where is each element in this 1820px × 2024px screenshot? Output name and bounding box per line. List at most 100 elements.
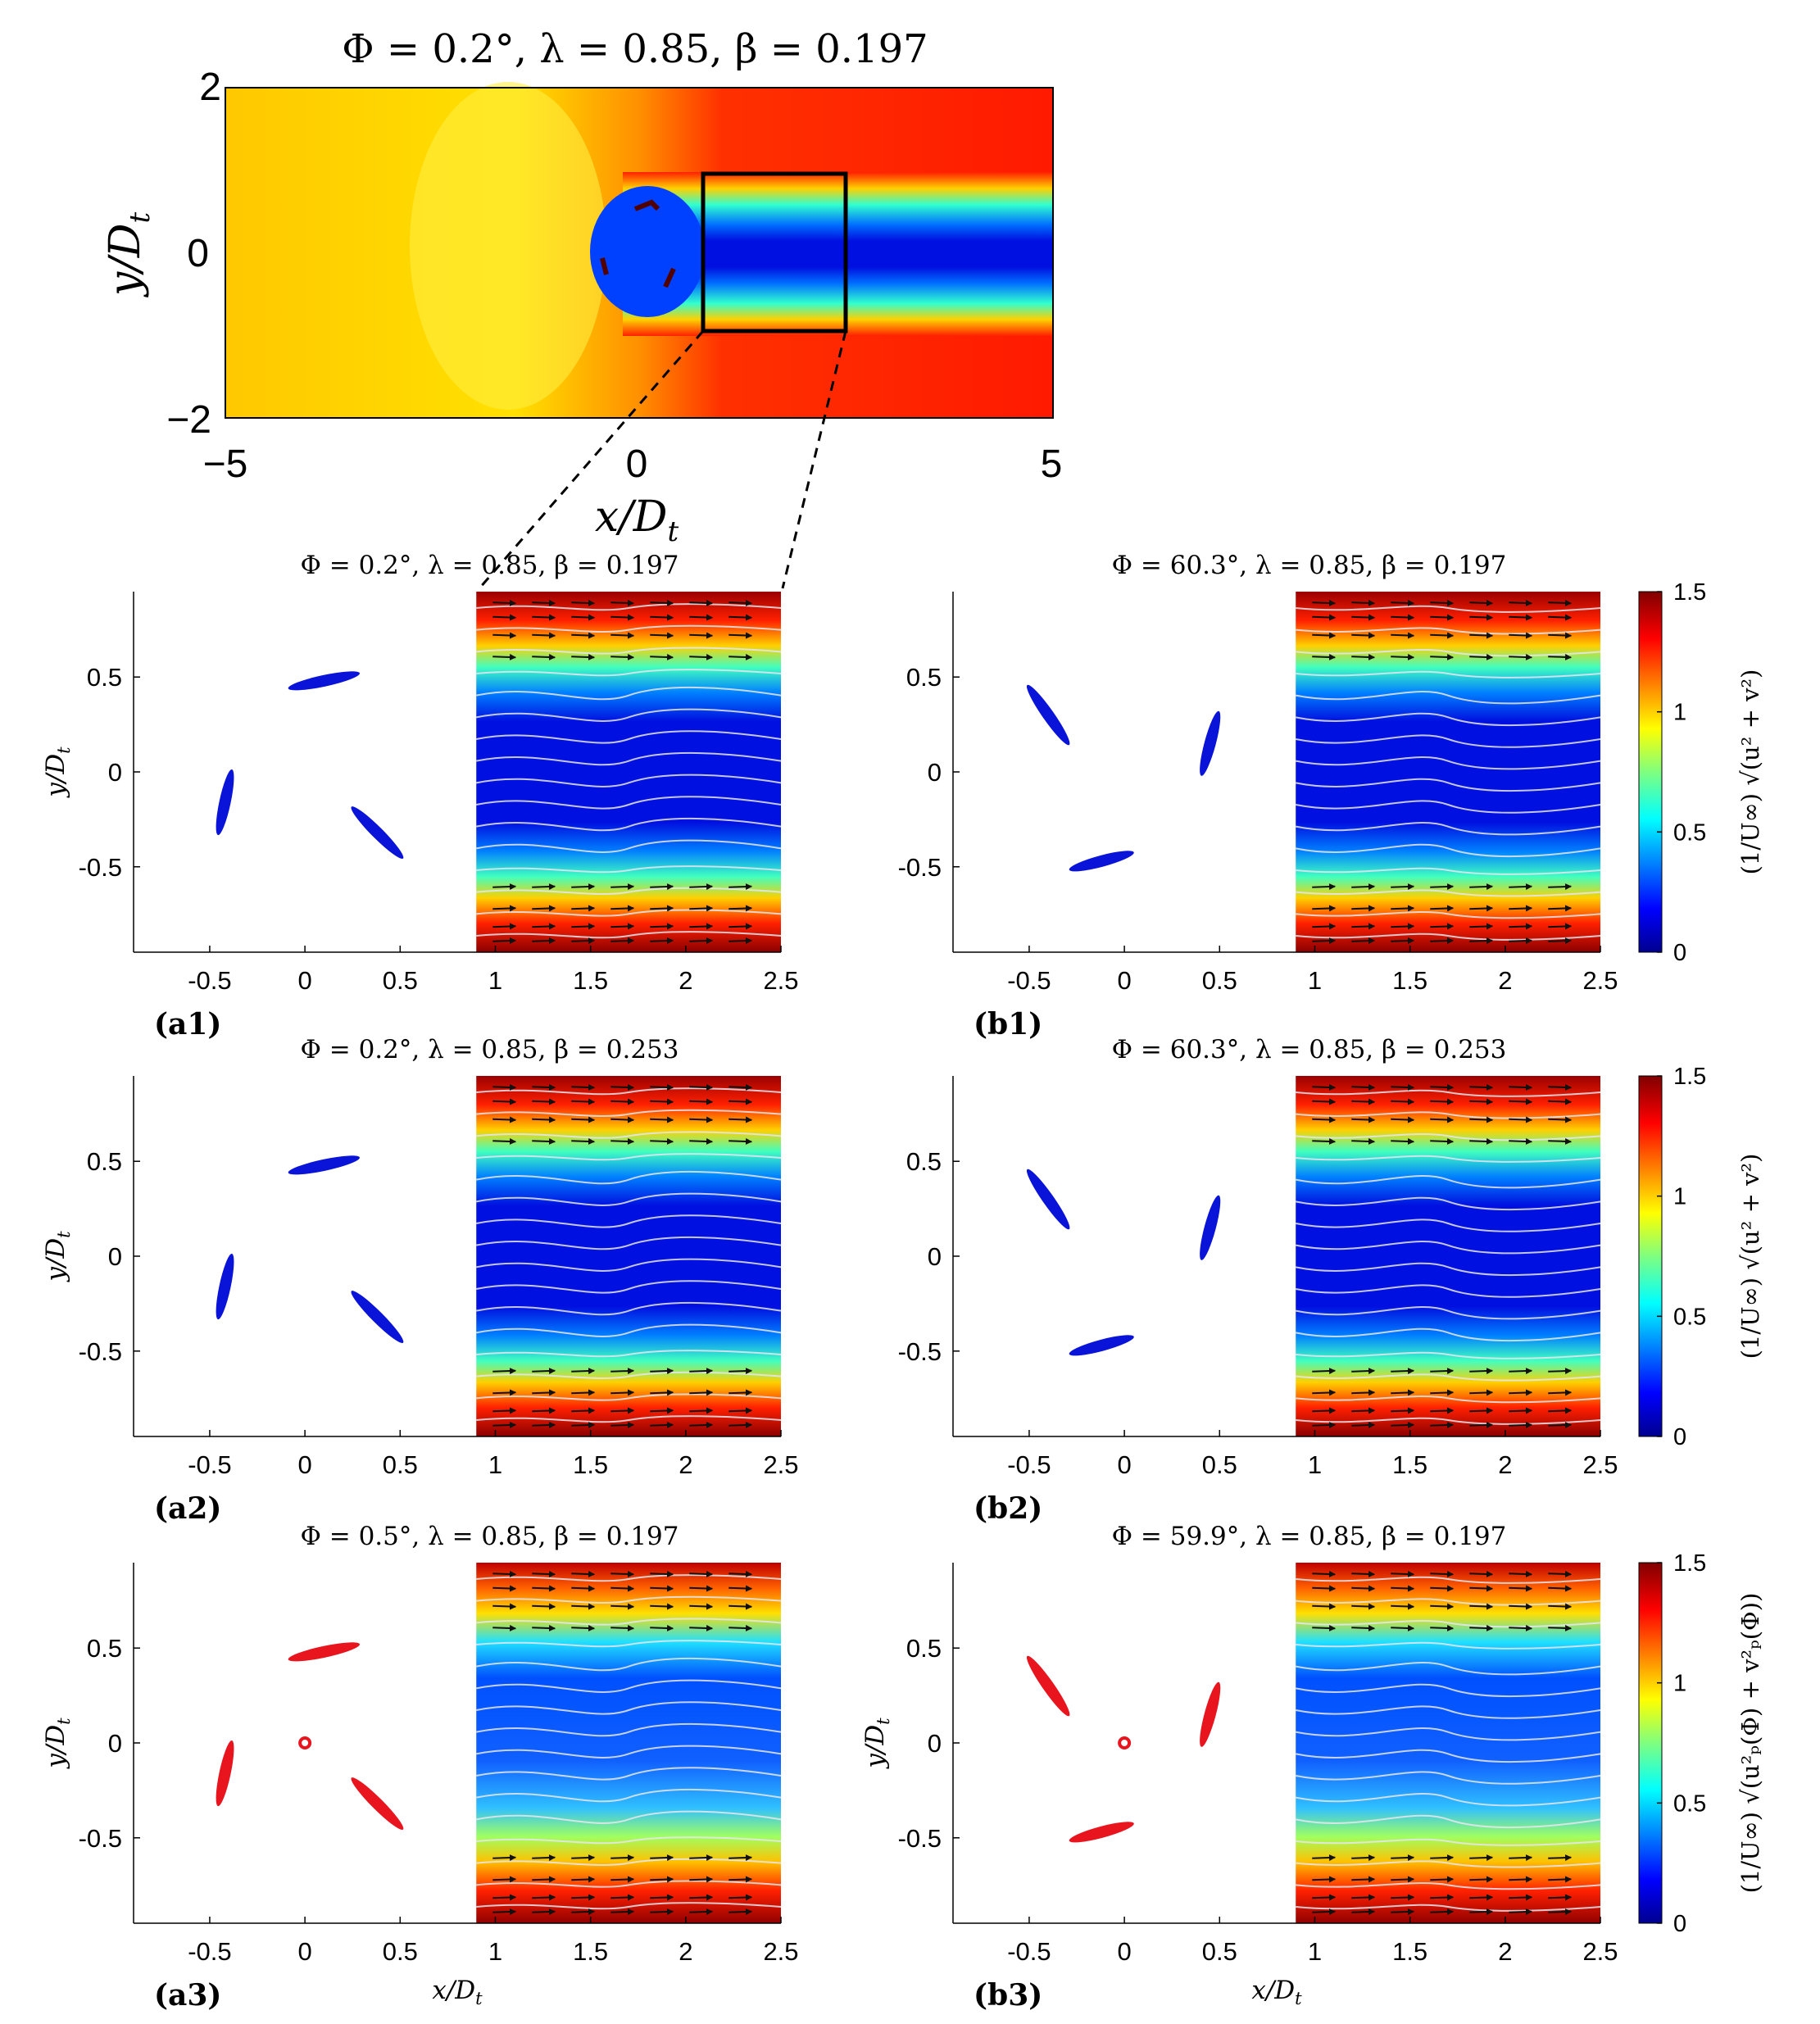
blade-1 — [288, 1155, 361, 1175]
blade-1 — [1026, 1655, 1070, 1717]
panel-title: Φ = 0.2°, λ = 0.85, β = 0.197 — [300, 551, 679, 580]
streamline — [1296, 1904, 1601, 1912]
x-tick-label: 1 — [488, 1937, 502, 1966]
velocity-arrow — [492, 1407, 517, 1414]
velocity-arrow — [610, 599, 635, 606]
y-tick-label: 0 — [108, 1242, 122, 1271]
velocity-arrow — [1509, 937, 1533, 945]
streamline — [476, 774, 782, 787]
velocity-arrow — [532, 1098, 556, 1105]
streamline — [1296, 800, 1601, 814]
x-tick-label: 0 — [297, 1937, 311, 1966]
x-tick-label: 2.5 — [1582, 1937, 1618, 1966]
velocity-arrow — [1430, 1585, 1455, 1592]
y-tick-label: -0.5 — [898, 1824, 942, 1853]
streamline — [476, 751, 782, 766]
velocity-arrow — [728, 937, 753, 945]
velocity-arrow — [1548, 1585, 1573, 1592]
velocity-arrow — [650, 1368, 674, 1375]
velocity-arrow — [1391, 1098, 1415, 1105]
velocity-arrow — [1391, 1603, 1415, 1610]
streamline — [1296, 1838, 1601, 1846]
velocity-arrow — [1548, 1407, 1573, 1414]
velocity-arrow — [689, 1570, 714, 1577]
velocity-arrow — [610, 1585, 635, 1592]
velocity-arrow — [1469, 653, 1494, 660]
velocity-arrow — [1430, 1894, 1455, 1901]
velocity-arrow — [610, 1098, 635, 1105]
panel-label: (b2) — [974, 1491, 1042, 1526]
y-tick-label: -0.5 — [79, 1824, 122, 1853]
streamlines — [476, 1574, 782, 1910]
streamline — [1296, 1306, 1601, 1320]
streamlines — [476, 1087, 782, 1423]
velocity-arrow — [1430, 1389, 1455, 1396]
velocity-arrow — [532, 1570, 556, 1577]
streamline — [476, 1679, 782, 1693]
velocity-arrow — [1312, 1908, 1337, 1916]
velocity-arrow — [689, 1422, 714, 1429]
x-tick-label: 0.5 — [1202, 1937, 1237, 1966]
velocity-arrow — [492, 905, 517, 912]
streamline — [476, 1767, 782, 1781]
velocity-arrow — [1509, 1908, 1533, 1916]
panel-title: Φ = 60.3°, λ = 0.85, β = 0.197 — [1112, 551, 1507, 580]
velocity-arrow — [1509, 1624, 1533, 1631]
velocity-arrow — [1509, 614, 1533, 621]
streamline — [1296, 911, 1601, 919]
velocity-arrow — [650, 1603, 674, 1610]
velocity-arrow — [728, 653, 753, 660]
y-axis-label: y/Dt — [860, 1718, 893, 1770]
velocity-arrow — [689, 905, 714, 912]
velocity-arrow — [1548, 1368, 1573, 1375]
velocity-arrow — [532, 632, 556, 639]
streamlines — [1296, 605, 1601, 941]
blade-3 — [351, 806, 404, 860]
velocity-arrow — [1312, 1624, 1337, 1631]
x-axis-label: x/Dt — [1251, 1976, 1302, 2008]
velocity-arrow — [1391, 1894, 1415, 1901]
velocity-arrow — [1430, 1876, 1455, 1883]
velocity-arrow — [1430, 1908, 1455, 1916]
velocity-arrow — [1548, 1570, 1573, 1577]
velocity-arrow — [1469, 1876, 1494, 1883]
x-tick-label: 2 — [679, 1450, 692, 1479]
velocity-arrow — [571, 923, 596, 930]
velocity-arrow — [1548, 937, 1573, 945]
velocity-arrow — [728, 1422, 753, 1429]
streamline — [476, 1415, 782, 1423]
velocity-arrow — [532, 1603, 556, 1610]
velocity-arrow — [1391, 1116, 1415, 1123]
x-tick-label: 0.5 — [383, 1450, 418, 1479]
velocity-arrow — [1430, 1116, 1455, 1123]
velocity-arrow — [571, 1908, 596, 1916]
streamline — [1296, 1262, 1601, 1277]
streamline — [1296, 1284, 1601, 1298]
velocity-arrow — [1509, 1876, 1533, 1883]
velocity-arrow — [650, 1624, 674, 1631]
streamline — [1296, 1860, 1601, 1868]
streamline — [1296, 712, 1601, 727]
top-stagnation-region — [410, 82, 606, 410]
velocity-arrow — [1391, 1422, 1415, 1429]
top-blade-3 — [663, 267, 676, 288]
velocity-arrow — [1351, 1422, 1376, 1429]
velocity-arrow — [610, 905, 635, 912]
velocity-arrow — [1430, 923, 1455, 930]
x-tick-label: 0.5 — [1202, 1450, 1237, 1479]
velocity-arrow — [689, 632, 714, 639]
streamline — [476, 1109, 782, 1117]
velocity-arrow — [1351, 1624, 1376, 1631]
colorbar-tick-label: 0 — [1673, 1424, 1686, 1450]
velocity-arrow — [1312, 653, 1337, 660]
velocity-arrow — [492, 1894, 517, 1901]
velocity-arrow — [571, 1603, 596, 1610]
streamline — [1296, 1814, 1601, 1829]
streamline — [1296, 1705, 1601, 1719]
velocity-arrows — [1312, 1570, 1573, 1916]
colorbar — [1638, 1562, 1663, 1924]
velocity-arrow — [1351, 1908, 1376, 1916]
velocity-arrow — [492, 1570, 517, 1577]
streamline — [1296, 1662, 1601, 1676]
